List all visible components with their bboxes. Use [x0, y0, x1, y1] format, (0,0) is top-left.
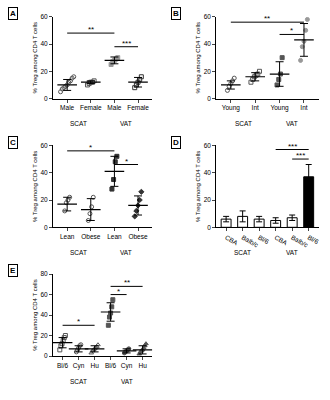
svg-text:Int: Int — [300, 104, 307, 111]
svg-text:Male: Male — [60, 104, 74, 111]
svg-text:***: *** — [296, 151, 305, 160]
svg-text:40: 40 — [204, 169, 212, 176]
svg-text:*: * — [125, 157, 128, 166]
svg-text:40: 40 — [40, 40, 48, 47]
svg-text:Hu: Hu — [90, 362, 99, 369]
svg-text:20: 20 — [204, 68, 212, 75]
svg-text:Bl/6: Bl/6 — [257, 233, 271, 245]
svg-text:% Treg among CD4 T cells: % Treg among CD4 T cells — [32, 279, 38, 350]
svg-text:40: 40 — [40, 311, 48, 318]
svg-text:Obese: Obese — [128, 233, 148, 240]
svg-text:Lean: Lean — [107, 233, 122, 240]
svg-text:Bl/6: Bl/6 — [57, 362, 69, 369]
svg-text:0: 0 — [44, 224, 48, 231]
svg-text:A: A — [10, 9, 16, 18]
svg-text:B: B — [173, 9, 179, 18]
svg-text:*: * — [290, 26, 293, 35]
svg-text:CBA: CBA — [224, 233, 240, 246]
svg-text:40: 40 — [204, 40, 212, 47]
svg-text:Male: Male — [107, 104, 121, 111]
svg-text:Lean: Lean — [60, 233, 75, 240]
svg-text:20: 20 — [204, 196, 212, 203]
svg-text:C: C — [10, 138, 16, 147]
svg-text:SCAT: SCAT — [234, 249, 251, 256]
svg-text:80: 80 — [40, 270, 48, 277]
svg-text:20: 20 — [40, 332, 48, 339]
svg-text:SCAT: SCAT — [70, 120, 87, 127]
svg-text:Bl/6: Bl/6 — [105, 362, 117, 369]
svg-text:Int: Int — [252, 104, 259, 111]
svg-text:Obese: Obese — [81, 233, 101, 240]
svg-text:60: 60 — [40, 13, 48, 20]
svg-text:**: ** — [124, 278, 130, 287]
svg-text:Bl/6: Bl/6 — [307, 233, 321, 245]
svg-text:20: 20 — [40, 68, 48, 75]
svg-text:SCAT: SCAT — [70, 378, 87, 385]
svg-text:Female: Female — [127, 104, 149, 111]
svg-text:VAT: VAT — [120, 249, 132, 256]
svg-text:20: 20 — [40, 196, 48, 203]
svg-text:0: 0 — [207, 224, 211, 231]
svg-text:60: 60 — [40, 142, 48, 149]
svg-text:CBA: CBA — [274, 233, 290, 246]
svg-text:VAT: VAT — [286, 120, 298, 127]
svg-text:***: *** — [122, 39, 131, 48]
svg-text:Young: Young — [270, 104, 289, 112]
svg-text:*: * — [117, 287, 120, 296]
svg-text:**: ** — [88, 25, 94, 34]
svg-text:Young: Young — [222, 104, 241, 112]
svg-text:D: D — [173, 138, 179, 147]
svg-text:% Treg among CD4 T cells: % Treg among CD4 T cells — [195, 151, 201, 222]
svg-text:*: * — [89, 143, 92, 152]
svg-text:Cyn: Cyn — [73, 362, 85, 370]
svg-text:SCAT: SCAT — [70, 249, 87, 256]
svg-text:60: 60 — [40, 291, 48, 298]
svg-text:% Treg among CD4 T cells: % Treg among CD4 T cells — [32, 151, 38, 222]
svg-text:*: * — [77, 317, 80, 326]
svg-text:Cyn: Cyn — [121, 362, 133, 370]
svg-text:40: 40 — [40, 169, 48, 176]
svg-text:Female: Female — [80, 104, 102, 111]
svg-text:% Treg among CD4 T cells: % Treg among CD4 T cells — [32, 22, 38, 93]
svg-text:E: E — [10, 266, 16, 275]
svg-text:VAT: VAT — [286, 249, 298, 256]
svg-text:***: *** — [288, 142, 297, 151]
svg-text:Balb/c: Balb/c — [241, 233, 261, 248]
svg-text:% Treg among CD4 T cells: % Treg among CD4 T cells — [195, 22, 201, 93]
svg-text:0: 0 — [207, 95, 211, 102]
svg-text:60: 60 — [204, 13, 212, 20]
svg-text:Hu: Hu — [138, 362, 147, 369]
svg-text:**: ** — [264, 14, 270, 23]
svg-text:Balb/c: Balb/c — [290, 233, 310, 248]
svg-text:VAT: VAT — [121, 378, 133, 385]
svg-text:60: 60 — [204, 142, 212, 149]
svg-text:VAT: VAT — [120, 120, 132, 127]
svg-text:0: 0 — [44, 95, 48, 102]
svg-text:SCAT: SCAT — [235, 120, 252, 127]
svg-text:0: 0 — [44, 352, 48, 359]
